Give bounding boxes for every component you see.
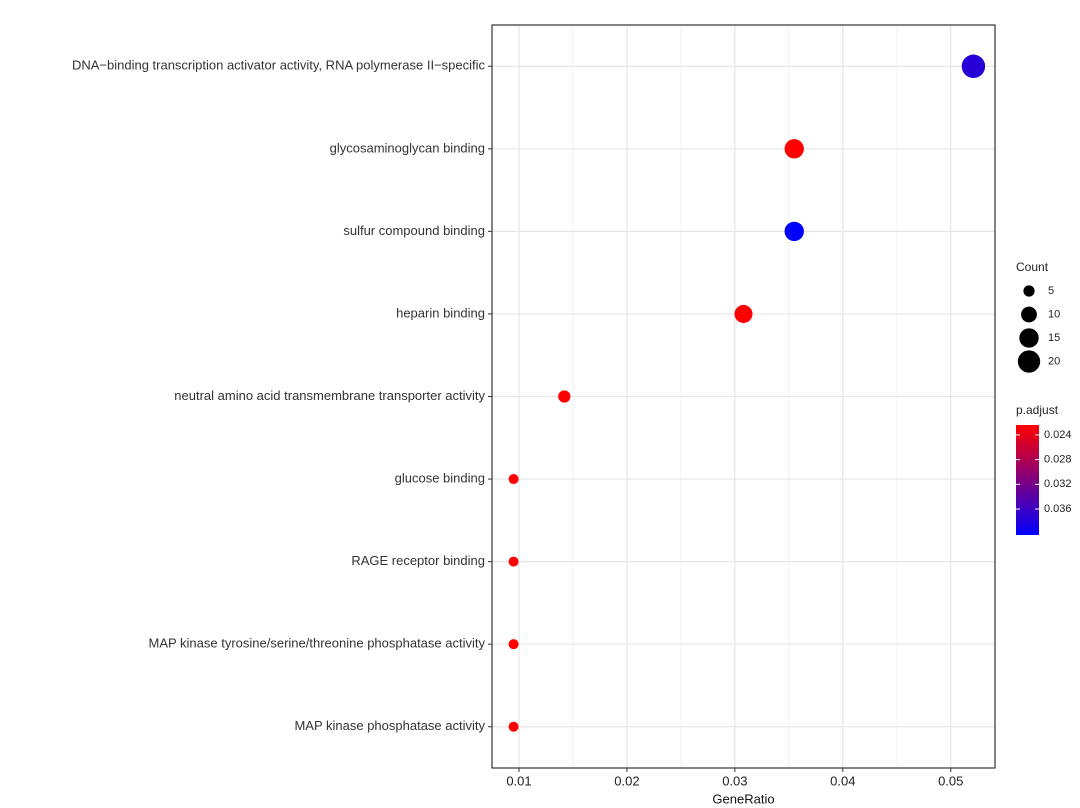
legend-dot bbox=[1019, 328, 1039, 348]
colorbar-label: 0.028 bbox=[1044, 454, 1072, 466]
dot bbox=[734, 304, 753, 323]
x-axis-title: GeneRatio bbox=[712, 791, 774, 806]
y-tick-label: heparin binding bbox=[396, 305, 485, 320]
y-tick-label: RAGE receptor binding bbox=[351, 553, 485, 568]
x-tick-label: 0.03 bbox=[722, 773, 747, 788]
legend-label: 5 bbox=[1048, 285, 1054, 297]
y-tick-label: glucose binding bbox=[395, 470, 485, 485]
colorbar-label: 0.024 bbox=[1044, 429, 1072, 441]
y-tick-label: MAP kinase phosphatase activity bbox=[294, 718, 485, 733]
legend-label: 15 bbox=[1048, 332, 1060, 344]
y-tick-label: neutral amino acid transmembrane transpo… bbox=[174, 388, 485, 403]
dot bbox=[508, 721, 519, 732]
legend-dot bbox=[1023, 285, 1035, 297]
x-tick-label: 0.05 bbox=[938, 773, 963, 788]
dot bbox=[508, 639, 519, 650]
dot bbox=[508, 556, 519, 567]
legend-title: Count bbox=[1016, 260, 1049, 274]
dot bbox=[961, 54, 986, 79]
legend-label: 10 bbox=[1048, 308, 1060, 320]
colorbar bbox=[1016, 425, 1039, 535]
legend-title: p.adjust bbox=[1016, 403, 1059, 417]
dot bbox=[508, 474, 519, 485]
legend-label: 20 bbox=[1048, 355, 1060, 367]
dot bbox=[784, 139, 804, 159]
y-tick-label: glycosaminoglycan binding bbox=[330, 140, 485, 155]
legend-dot bbox=[1021, 306, 1037, 323]
dot bbox=[558, 390, 571, 403]
y-tick-label: DNA−binding transcription activator acti… bbox=[72, 58, 486, 73]
legend-dot bbox=[1017, 350, 1041, 373]
x-tick-label: 0.04 bbox=[830, 773, 855, 788]
x-tick-label: 0.02 bbox=[614, 773, 639, 788]
colorbar-label: 0.036 bbox=[1044, 503, 1072, 515]
panel-border bbox=[491, 24, 996, 769]
y-tick-label: MAP kinase tyrosine/serine/threonine pho… bbox=[148, 636, 485, 651]
colorbar-label: 0.032 bbox=[1044, 478, 1072, 490]
dot bbox=[784, 221, 804, 242]
y-tick-label: sulfur compound binding bbox=[343, 223, 485, 238]
x-tick-label: 0.01 bbox=[506, 773, 531, 788]
